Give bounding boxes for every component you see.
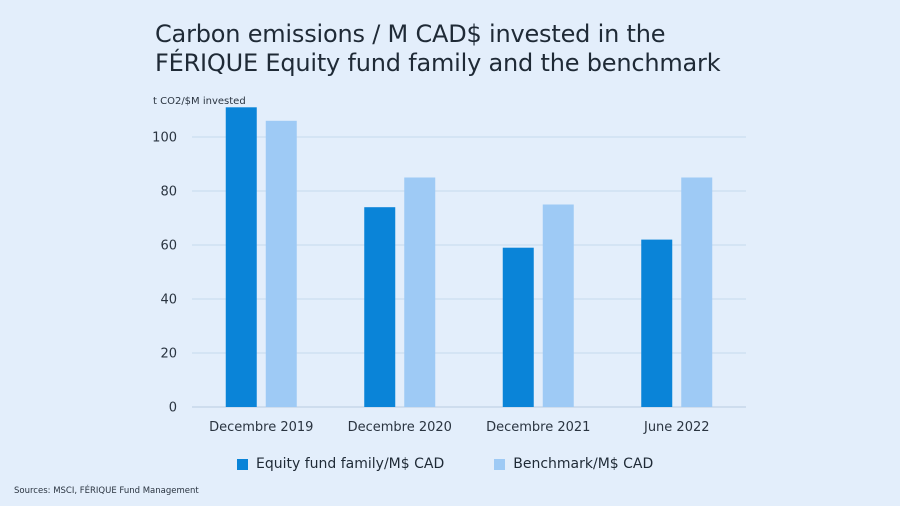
bar-equity	[364, 207, 396, 407]
x-tick-label: Decembre 2020	[348, 420, 452, 435]
x-tick-label: June 2022	[643, 420, 710, 435]
y-tick-label: 60	[160, 239, 177, 254]
y-tick-label: 80	[160, 185, 177, 200]
sources-note: Sources: MSCI, FÉRIQUE Fund Management	[14, 486, 199, 496]
y-tick-label: 20	[160, 347, 177, 362]
bar-benchmark	[265, 120, 297, 408]
legend-label-benchmark: Benchmark/M$ CAD	[513, 456, 654, 472]
x-tick-label: Decembre 2019	[209, 420, 313, 435]
legend-item-benchmark: Benchmark/M$ CAD	[494, 456, 653, 472]
legend-swatch-equity	[237, 458, 248, 470]
y-tick-label: 40	[160, 293, 177, 308]
chart-title-line1: Carbon emissions / M CAD$ invested in th…	[155, 20, 666, 48]
bar-benchmark	[404, 177, 436, 407]
y-axis-label: t CO2/$M invested	[153, 96, 246, 107]
y-tick-label: 100	[152, 131, 177, 146]
legend: Equity fund family/M$ CAD Benchmark/M$ C…	[237, 456, 653, 472]
bar-benchmark	[542, 204, 574, 407]
chart-title: Carbon emissions / M CAD$ invested in th…	[155, 20, 875, 78]
x-tick-label: Decembre 2021	[486, 420, 590, 435]
chart-title-line2: FÉRIQUE Equity fund family and the bench…	[155, 49, 721, 77]
legend-swatch-benchmark	[494, 458, 506, 470]
legend-label-equity: Equity fund family/M$ CAD	[256, 456, 445, 472]
bar-equity	[641, 239, 673, 407]
bar-benchmark	[681, 177, 713, 407]
bar-equity	[225, 107, 257, 408]
bar-equity	[502, 247, 534, 407]
y-tick-label: 0	[169, 401, 177, 416]
legend-item-equity: Equity fund family/M$ CAD	[237, 456, 444, 472]
